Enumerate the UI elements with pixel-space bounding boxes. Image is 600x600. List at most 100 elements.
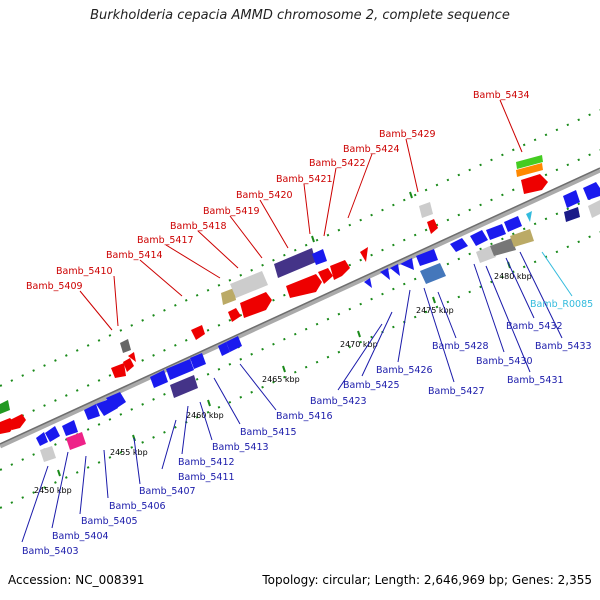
gene-label[interactable]: Bamb_5415	[240, 427, 297, 438]
gene-label[interactable]: Bamb_5425	[343, 380, 400, 391]
leader-line	[303, 183, 311, 235]
gene-feature	[106, 392, 126, 410]
gene-label[interactable]: Bamb_5404	[52, 531, 109, 542]
leader-line	[113, 275, 119, 327]
scale-tick	[282, 365, 286, 373]
gene-label[interactable]: Bamb_5427	[428, 386, 485, 397]
gene-feature	[364, 278, 372, 288]
gene-feature	[420, 263, 446, 284]
leader-line	[505, 257, 535, 319]
gene-label[interactable]: Bamb_5413	[212, 442, 269, 453]
gene-label[interactable]: Bamb_5421	[276, 174, 333, 185]
gene-feature	[111, 363, 126, 378]
gene-label[interactable]: Bamb_5424	[343, 144, 400, 155]
gene-feature	[45, 426, 60, 442]
leader-line	[437, 291, 457, 339]
gene-feature	[128, 352, 136, 362]
scale-label: 2460 kbp	[186, 411, 224, 420]
rna-gene-label[interactable]: Bamb_R0085	[530, 299, 593, 310]
leader-line	[79, 455, 87, 515]
scale-tick	[432, 296, 436, 304]
gene-label[interactable]: Bamb_5430	[476, 356, 533, 367]
scale-tick	[409, 191, 413, 199]
genome-summary-text: Topology: circular; Length: 2,646,969 bp…	[262, 573, 592, 587]
gene-label[interactable]: Bamb_5407	[139, 486, 196, 497]
scale-tick	[357, 330, 361, 338]
gene-feature	[583, 182, 600, 200]
gene-feature	[510, 229, 534, 247]
leader-line	[397, 289, 411, 363]
scale-label: 2470 kbp	[340, 340, 378, 349]
gene-label[interactable]: Bamb_5429	[379, 129, 436, 140]
chromosome-backbone	[0, 167, 600, 449]
gene-feature	[150, 370, 168, 388]
gene-feature	[190, 353, 206, 369]
gene-feature	[526, 211, 532, 222]
leader-line	[405, 138, 419, 193]
leader-line	[485, 265, 531, 373]
gene-label[interactable]: Bamb_5417	[137, 235, 194, 246]
leader-line	[79, 290, 113, 331]
gene-feature	[40, 446, 56, 462]
gene-feature	[400, 258, 414, 270]
gene-feature	[419, 202, 433, 218]
gene-label[interactable]: Bamb_5434	[473, 90, 530, 101]
leader-line	[21, 465, 49, 543]
leader-line	[239, 363, 277, 411]
gene-label[interactable]: Bamb_5403	[22, 546, 79, 557]
gene-label[interactable]: Bamb_5406	[109, 501, 166, 512]
gene-feature	[228, 308, 241, 322]
leader-line	[541, 251, 573, 297]
scale-label: 2475 kbp	[416, 306, 454, 315]
leader-line	[473, 263, 505, 353]
leader-line	[165, 244, 221, 279]
gene-feature	[226, 336, 242, 352]
gene-feature	[564, 207, 580, 222]
gene-label[interactable]: Bamb_5419	[203, 206, 260, 217]
label-leaders	[21, 99, 573, 543]
leader-line	[337, 323, 383, 391]
gene-label[interactable]: Bamb_5410	[56, 266, 113, 277]
gene-label[interactable]: Bamb_5431	[507, 375, 564, 386]
gene-label[interactable]: Bamb_5433	[535, 341, 592, 352]
scale-label: 2450 kbp	[34, 486, 72, 495]
leader-line	[259, 199, 289, 249]
leader-line	[213, 377, 241, 425]
leader-line	[519, 251, 563, 339]
gene-feature	[490, 238, 516, 256]
gene-label[interactable]: Bamb_5423	[310, 396, 367, 407]
gene-label[interactable]: Bamb_5411	[178, 472, 235, 483]
top-strand-genes	[0, 155, 600, 434]
scale-tick	[57, 469, 61, 477]
gene-label[interactable]: Bamb_5405	[81, 516, 138, 527]
leader-line	[323, 167, 337, 237]
inner-track-bottom	[0, 193, 600, 471]
gene-label[interactable]: Bamb_5428	[432, 341, 489, 352]
gene-feature	[221, 288, 236, 305]
gene-label[interactable]: Bamb_5420	[236, 190, 293, 201]
gene-feature	[563, 190, 580, 208]
leader-line	[161, 419, 177, 470]
gene-feature	[486, 224, 506, 240]
gene-label[interactable]: Bamb_5418	[170, 221, 227, 232]
bottom-gene-labels: Bamb_5403 Bamb_5404 Bamb_5405 Bamb_5406 …	[22, 321, 592, 557]
leader-line	[197, 230, 239, 269]
gene-label[interactable]: Bamb_5432	[506, 321, 563, 332]
gene-label[interactable]: Bamb_5409	[26, 281, 83, 292]
top-gene-labels: Bamb_5409 Bamb_5410 Bamb_5414 Bamb_5417 …	[26, 90, 530, 292]
gene-label[interactable]: Bamb_5422	[309, 158, 366, 169]
gene-feature	[274, 248, 316, 278]
gene-label[interactable]: Bamb_5412	[178, 457, 235, 468]
gene-feature	[191, 325, 205, 340]
gene-feature	[450, 238, 468, 252]
gene-label[interactable]: Bamb_5414	[106, 250, 163, 261]
gene-feature	[330, 260, 350, 280]
leader-line	[361, 311, 393, 377]
scale-tick	[311, 235, 315, 243]
leader-line	[139, 259, 183, 297]
gene-label[interactable]: Bamb_5416	[276, 411, 333, 422]
leader-line	[499, 99, 523, 153]
scale-label: 2480 kbp	[494, 272, 532, 281]
gene-label[interactable]: Bamb_5426	[376, 365, 433, 376]
